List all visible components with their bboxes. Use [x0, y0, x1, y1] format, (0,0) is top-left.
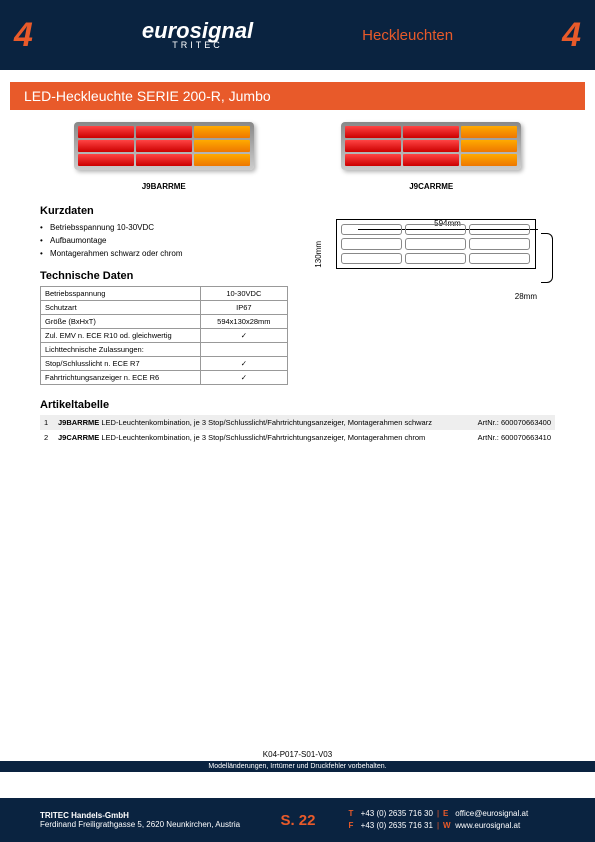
product-title: LED-Heckleuchte SERIE 200-R, Jumbo	[10, 82, 585, 110]
company-name: TRITEC Handels-GmbH	[40, 811, 262, 820]
dim-height: 130mm	[314, 241, 323, 268]
tech-table: Betriebsspannung10-30VDC SchutzartIP67 G…	[40, 286, 288, 385]
spec-val: ✓	[201, 371, 287, 385]
spec-key: Zul. EMV n. ECE R10 od. gleichwertig	[41, 329, 201, 343]
art-nr: ArtNr.: 600070663410	[467, 430, 555, 445]
spec-key: Lichttechnische Zulassungen:	[41, 343, 201, 357]
spec-val: ✓	[201, 329, 287, 343]
company-address: Ferdinand Freiligrathgasse 5, 2620 Neunk…	[40, 820, 262, 829]
product-2: J9CARRME	[341, 122, 521, 191]
art-num: 1	[40, 415, 54, 430]
phone: +43 (0) 2635 716 30	[361, 809, 433, 818]
spec-key: Stop/Schlusslicht n. ECE R7	[41, 357, 201, 371]
spec-val	[201, 343, 287, 357]
kurzdaten-item: Aufbaumontage	[40, 234, 288, 247]
art-desc: J9CARRME LED-Leuchtenkombination, je 3 S…	[54, 430, 467, 445]
product-1: J9BARRME	[74, 122, 254, 191]
product-images: J9BARRME J9CARRME	[30, 122, 565, 191]
spec-val: 594x130x28mm	[201, 315, 287, 329]
fax: +43 (0) 2635 716 31	[361, 821, 433, 830]
spec-val: ✓	[201, 357, 287, 371]
email: office@eurosignal.at	[455, 809, 528, 818]
right-column: 594mm 130mm 28mm	[308, 205, 556, 385]
kurzdaten-item: Betriebsspannung 10-30VDC	[40, 221, 288, 234]
page-footer: TRITEC Handels-GmbH Ferdinand Freiligrat…	[0, 798, 595, 842]
section-number-right: 4	[562, 16, 581, 55]
kurzdaten-list: Betriebsspannung 10-30VDC Aufbaumontage …	[40, 221, 288, 260]
website: www.eurosignal.at	[455, 821, 520, 830]
spec-val: IP67	[201, 301, 287, 315]
product-2-code: J9CARRME	[341, 182, 521, 191]
spec-val: 10-30VDC	[201, 287, 287, 301]
spec-key: Fahrtrichtungsanzeiger n. ECE R6	[41, 371, 201, 385]
left-column: Kurzdaten Betriebsspannung 10-30VDC Aufb…	[40, 205, 288, 385]
spec-key: Betriebsspannung	[41, 287, 201, 301]
logo: eurosignal TRITEC	[142, 21, 253, 49]
page-number: S. 22	[280, 812, 330, 829]
artikel-table: 1 J9BARRME LED-Leuchtenkombination, je 3…	[40, 415, 555, 445]
dimension-drawing: 594mm 130mm 28mm	[308, 219, 556, 309]
dim-depth: 28mm	[515, 292, 537, 301]
category-label: Heckleuchten	[362, 27, 453, 44]
tech-title: Technische Daten	[40, 270, 288, 282]
artikel-title: Artikeltabelle	[40, 399, 555, 411]
artikel-section: Artikeltabelle 1 J9BARRME LED-Leuchtenko…	[40, 399, 555, 445]
table-row: 2 J9CARRME LED-Leuchtenkombination, je 3…	[40, 430, 555, 445]
section-number-left: 4	[14, 16, 33, 55]
disclaimer: Modelländerungen, Irrtümer und Druckfehl…	[0, 761, 595, 772]
page-header: 4 eurosignal TRITEC Heckleuchten 4	[0, 0, 595, 70]
kurzdaten-title: Kurzdaten	[40, 205, 288, 217]
spec-key: Schutzart	[41, 301, 201, 315]
art-desc: J9BARRME LED-Leuchtenkombination, je 3 S…	[54, 415, 467, 430]
art-nr: ArtNr.: 600070663400	[467, 415, 555, 430]
spec-key: Größe (BxHxT)	[41, 315, 201, 329]
kurzdaten-item: Montagerahmen schwarz oder chrom	[40, 247, 288, 260]
document-id: K04-P017-S01-V03	[0, 750, 595, 759]
contact-block: T +43 (0) 2635 716 30|E office@eurosigna…	[348, 808, 555, 832]
art-num: 2	[40, 430, 54, 445]
product-1-code: J9BARRME	[74, 182, 254, 191]
table-row: 1 J9BARRME LED-Leuchtenkombination, je 3…	[40, 415, 555, 430]
